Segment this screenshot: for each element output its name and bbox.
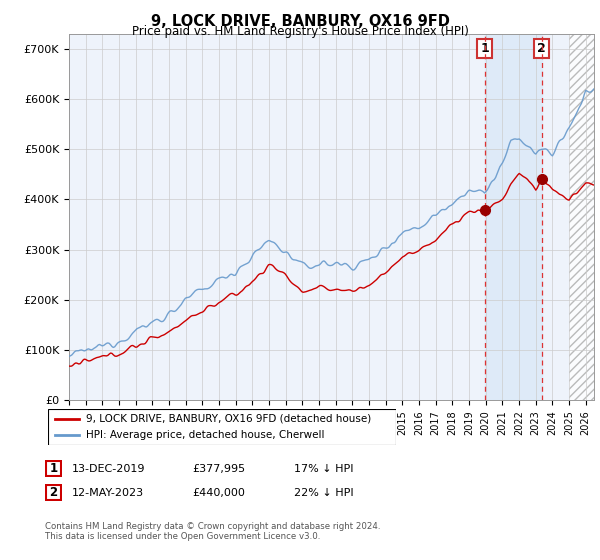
Text: Price paid vs. HM Land Registry's House Price Index (HPI): Price paid vs. HM Land Registry's House … [131, 25, 469, 38]
Text: 1: 1 [481, 42, 489, 55]
Text: 12-MAY-2023: 12-MAY-2023 [72, 488, 144, 498]
Text: 9, LOCK DRIVE, BANBURY, OX16 9FD (detached house): 9, LOCK DRIVE, BANBURY, OX16 9FD (detach… [86, 414, 371, 423]
Bar [485, 34, 542, 400]
Text: 13-DEC-2019: 13-DEC-2019 [72, 464, 146, 474]
Bar [569, 34, 594, 400]
Text: 2: 2 [49, 486, 58, 500]
Text: 9, LOCK DRIVE, BANBURY, OX16 9FD: 9, LOCK DRIVE, BANBURY, OX16 9FD [151, 14, 449, 29]
Text: £440,000: £440,000 [192, 488, 245, 498]
Text: £377,995: £377,995 [192, 464, 245, 474]
Text: HPI: Average price, detached house, Cherwell: HPI: Average price, detached house, Cher… [86, 431, 325, 440]
Text: 22% ↓ HPI: 22% ↓ HPI [294, 488, 353, 498]
Text: 1: 1 [49, 462, 58, 475]
Text: 2: 2 [538, 42, 546, 55]
Text: Contains HM Land Registry data © Crown copyright and database right 2024.
This d: Contains HM Land Registry data © Crown c… [45, 522, 380, 542]
Text: 17% ↓ HPI: 17% ↓ HPI [294, 464, 353, 474]
